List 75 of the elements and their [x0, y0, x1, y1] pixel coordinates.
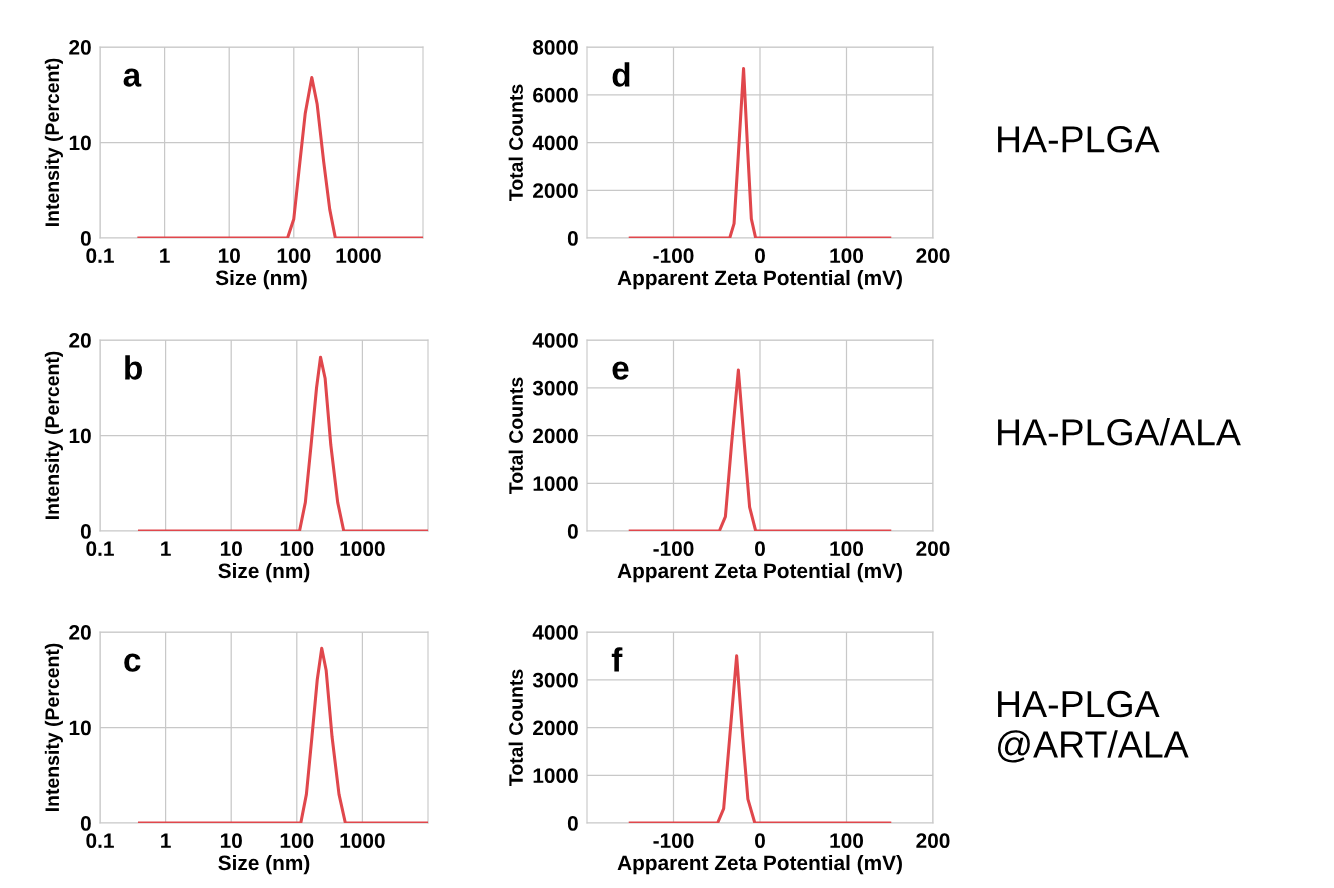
- x-tick-label: 200: [916, 541, 950, 557]
- y-tick-label: 0: [80, 231, 91, 246]
- x-axis-title: Apparent Zeta Potential (mV): [617, 269, 902, 290]
- x-tick-label: 0: [755, 541, 765, 557]
- y-tick-label: 8000: [532, 40, 578, 55]
- x-axis-title: Size (nm): [218, 854, 310, 875]
- annotation: f: [611, 647, 623, 672]
- y-axis-title: Intensity (Percent): [44, 58, 63, 227]
- x-axis-title: Size (nm): [218, 562, 310, 583]
- x-tick-label: 100: [830, 541, 864, 557]
- y-tick-label: 3000: [532, 380, 578, 396]
- y-tick-label: 4000: [532, 135, 578, 151]
- x-tick-label: 100: [277, 248, 311, 264]
- line-series: [628, 654, 892, 823]
- y-tick-label: 0: [567, 816, 578, 831]
- annotation: a: [123, 68, 142, 87]
- x-tick-label: 0.1: [86, 248, 114, 264]
- x-axis-title: Size (nm): [215, 269, 307, 290]
- annotation: b: [125, 355, 142, 380]
- x-tick-label: 1000: [340, 833, 385, 849]
- x-tick-label: 1: [161, 833, 171, 848]
- y-tick-label: 4000: [532, 333, 578, 348]
- x-tick-label: 10: [218, 248, 240, 264]
- line-series: [628, 368, 892, 531]
- y-tick-label: 3000: [532, 672, 578, 688]
- y-tick-label: 2000: [533, 428, 578, 444]
- y-axis-title: Total Counts: [508, 377, 523, 494]
- y-axis-title: Total Counts: [508, 669, 523, 786]
- y-tick-label: 10: [69, 720, 91, 736]
- annotation: e: [612, 361, 629, 380]
- x-tick-label: 100: [830, 248, 864, 264]
- text: HA-PLGA: [998, 126, 1160, 153]
- x-tick-label: 1: [160, 248, 170, 263]
- y-axis-title: Total Counts: [508, 84, 523, 201]
- y-axis-title: Intensity (Percent): [44, 643, 63, 812]
- y-tick-label: 0: [80, 816, 91, 831]
- y-tick-label: 0: [567, 231, 578, 246]
- y-tick-label: 20: [69, 40, 91, 55]
- y-tick-label: 20: [69, 333, 91, 348]
- x-tick-label: 200: [916, 833, 950, 849]
- x-tick-label: -100: [653, 541, 694, 557]
- x-tick-label: 100: [830, 833, 864, 849]
- x-tick-label: 1: [161, 541, 171, 556]
- x-axis-title: Apparent Zeta Potential (mV): [617, 562, 902, 583]
- x-tick-label: -100: [653, 248, 694, 264]
- y-tick-label: 20: [69, 625, 91, 640]
- x-tick-label: 100: [280, 541, 314, 557]
- y-tick-label: 2000: [533, 183, 578, 198]
- y-tick-label: 0: [80, 524, 91, 539]
- y-axis-title: Intensity (Percent): [44, 351, 63, 520]
- text: HA-PLGA/ALA: [998, 418, 1241, 446]
- x-tick-label: 1000: [340, 541, 385, 557]
- y-tick-label: 0: [567, 524, 578, 539]
- x-tick-label: 10: [220, 833, 242, 849]
- x-tick-label: 0.1: [86, 833, 114, 849]
- x-tick-label: 0: [755, 248, 765, 264]
- x-tick-label: 100: [280, 833, 314, 849]
- x-tick-label: 1000: [336, 248, 381, 264]
- x-tick-label: 0.1: [86, 541, 114, 557]
- x-tick-label: -100: [653, 833, 694, 849]
- x-tick-label: 200: [916, 248, 950, 264]
- annotation: c: [124, 653, 141, 672]
- line-series: [628, 66, 892, 238]
- y-tick-label: 1000: [533, 476, 578, 491]
- y-tick-label: 1000: [533, 768, 578, 783]
- y-tick-label: 4000: [532, 625, 578, 640]
- y-tick-label: 10: [69, 428, 91, 444]
- text: HA-PLGA @ART/ALA: [997, 690, 1189, 763]
- y-tick-label: 10: [69, 135, 91, 151]
- x-tick-label: 10: [220, 541, 242, 557]
- annotation: d: [612, 62, 630, 87]
- y-tick-label: 2000: [533, 720, 578, 736]
- y-tick-label: 6000: [533, 87, 578, 103]
- x-tick-label: 0: [755, 833, 765, 849]
- x-axis-title: Apparent Zeta Potential (mV): [617, 854, 902, 875]
